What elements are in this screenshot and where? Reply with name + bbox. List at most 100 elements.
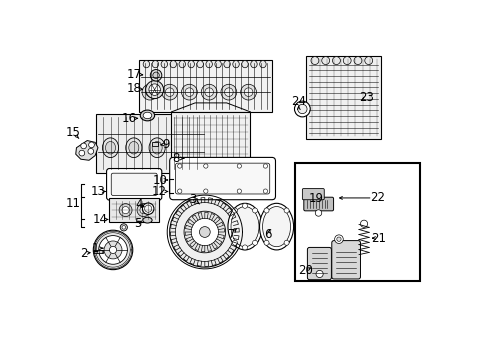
Circle shape [177, 164, 182, 168]
Text: 17: 17 [127, 68, 142, 81]
Text: 16: 16 [122, 112, 137, 125]
Circle shape [263, 189, 268, 193]
Circle shape [98, 235, 127, 264]
Ellipse shape [152, 141, 162, 154]
FancyBboxPatch shape [302, 189, 324, 200]
Circle shape [232, 240, 238, 245]
Circle shape [335, 235, 343, 243]
FancyBboxPatch shape [304, 197, 334, 211]
Circle shape [241, 84, 256, 100]
Circle shape [245, 88, 253, 96]
Text: 23: 23 [359, 91, 374, 104]
Circle shape [243, 245, 247, 250]
Circle shape [81, 143, 87, 149]
Circle shape [146, 88, 154, 96]
Text: 22: 22 [370, 192, 385, 204]
Text: 12: 12 [152, 185, 167, 198]
Circle shape [175, 203, 234, 261]
Bar [152, 142, 158, 146]
Circle shape [237, 189, 242, 193]
Circle shape [181, 84, 197, 100]
FancyBboxPatch shape [107, 168, 162, 200]
Ellipse shape [263, 207, 291, 247]
Bar [172, 112, 250, 160]
Ellipse shape [343, 57, 351, 64]
Circle shape [166, 88, 174, 96]
Text: 14: 14 [92, 213, 107, 226]
Bar [96, 114, 205, 173]
FancyBboxPatch shape [307, 247, 331, 280]
Circle shape [191, 219, 219, 246]
Text: 5: 5 [134, 216, 141, 230]
Text: 24: 24 [291, 95, 306, 108]
Ellipse shape [152, 60, 159, 68]
Text: 9: 9 [162, 138, 170, 150]
Circle shape [177, 189, 182, 193]
Ellipse shape [233, 60, 239, 68]
Circle shape [104, 241, 122, 259]
Ellipse shape [172, 138, 189, 158]
Circle shape [93, 230, 133, 270]
Circle shape [140, 207, 147, 214]
Circle shape [119, 204, 132, 217]
Text: 3: 3 [189, 193, 196, 206]
Circle shape [149, 84, 160, 95]
Circle shape [243, 203, 247, 208]
Circle shape [224, 88, 233, 96]
Ellipse shape [228, 203, 262, 250]
Ellipse shape [197, 60, 203, 68]
Circle shape [252, 208, 258, 213]
Circle shape [315, 210, 322, 216]
Text: 18: 18 [127, 82, 142, 95]
Circle shape [109, 246, 117, 253]
Circle shape [145, 205, 152, 212]
Ellipse shape [206, 60, 212, 68]
FancyBboxPatch shape [170, 157, 275, 200]
Text: 21: 21 [371, 231, 386, 244]
Ellipse shape [149, 138, 165, 158]
Circle shape [232, 208, 238, 213]
Circle shape [361, 220, 368, 227]
Text: 11: 11 [66, 197, 81, 210]
Ellipse shape [143, 60, 149, 68]
Circle shape [142, 84, 158, 100]
Ellipse shape [260, 60, 266, 68]
Ellipse shape [161, 60, 168, 68]
Ellipse shape [322, 57, 330, 64]
Circle shape [284, 208, 289, 213]
Text: 20: 20 [298, 264, 313, 277]
Circle shape [264, 208, 269, 213]
Ellipse shape [260, 203, 294, 250]
Text: 6: 6 [265, 228, 272, 241]
Ellipse shape [354, 57, 362, 64]
Ellipse shape [143, 112, 152, 119]
Text: 13: 13 [91, 185, 105, 198]
Text: 10: 10 [152, 174, 167, 186]
Text: 7: 7 [228, 228, 235, 241]
Circle shape [79, 150, 85, 156]
Ellipse shape [224, 60, 230, 68]
Circle shape [316, 270, 323, 278]
Circle shape [263, 164, 268, 168]
Circle shape [153, 72, 159, 78]
FancyBboxPatch shape [111, 173, 157, 195]
Ellipse shape [105, 141, 116, 154]
Ellipse shape [333, 57, 341, 64]
Circle shape [143, 203, 154, 215]
Ellipse shape [126, 138, 142, 158]
Circle shape [264, 240, 269, 245]
Circle shape [337, 237, 341, 241]
FancyBboxPatch shape [175, 163, 270, 194]
Ellipse shape [170, 60, 176, 68]
Circle shape [170, 197, 240, 267]
Circle shape [204, 189, 208, 193]
Bar [295, 163, 420, 281]
Circle shape [89, 142, 95, 148]
Circle shape [252, 240, 258, 245]
Ellipse shape [188, 60, 195, 68]
Text: 4: 4 [135, 198, 143, 211]
Ellipse shape [129, 141, 139, 154]
FancyBboxPatch shape [332, 240, 361, 279]
Ellipse shape [179, 60, 186, 68]
Text: 19: 19 [309, 192, 323, 205]
